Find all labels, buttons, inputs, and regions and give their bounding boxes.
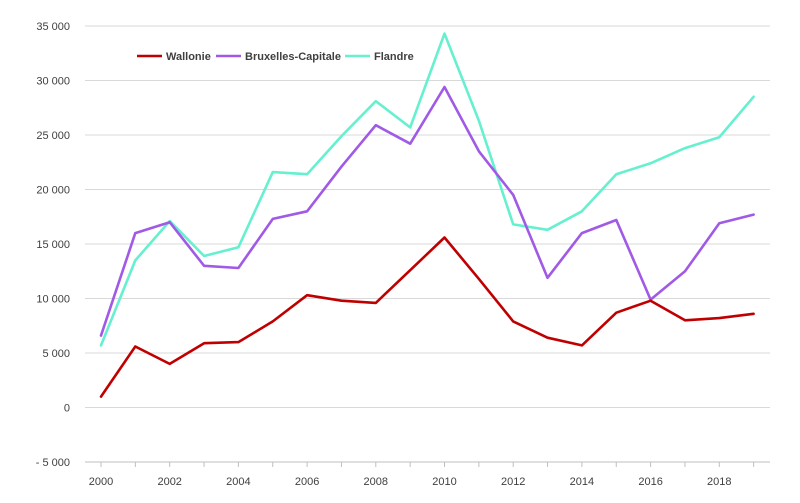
x-tick-label: 2010: [432, 476, 456, 488]
x-tick-label: 2012: [501, 476, 525, 488]
legend: Wallonie Bruxelles-Capitale Flandre: [137, 51, 414, 63]
gridlines: [85, 25, 770, 463]
x-tick-label: 2014: [570, 476, 594, 488]
y-tick-label: - 5 000: [36, 457, 70, 469]
legend-label: Wallonie: [166, 51, 211, 63]
y-tick-label: 35 000: [36, 21, 70, 33]
legend-label: Bruxelles-Capitale: [245, 51, 341, 63]
x-tick-label: 2016: [638, 476, 662, 488]
x-axis: 2000 2002 2004 2006 2008 2010 2012 2014 2016 2018: [85, 461, 770, 488]
series-lines: [99, 32, 755, 398]
y-tick-label: 10 000: [36, 294, 70, 306]
y-tick-label: 0: [64, 403, 70, 415]
legend-label: Flandre: [374, 51, 414, 63]
x-tick-label: 2008: [364, 476, 388, 488]
series-line-bruxelles-capitale: [99, 85, 755, 337]
x-tick-label: 2006: [295, 476, 319, 488]
x-tick-label: 2000: [89, 476, 113, 488]
y-tick-label: 20 000: [36, 185, 70, 197]
x-tick-label: 2018: [707, 476, 731, 488]
series-line-flandre: [99, 32, 755, 347]
x-tick-label: 2002: [157, 476, 181, 488]
y-tick-label: 15 000: [36, 239, 70, 251]
y-tick-label: 25 000: [36, 130, 70, 142]
y-axis-tick-labels: - 5 000 0 5 000 10 000 15 000 20 000 25 000 30 …: [36, 21, 70, 469]
series-line-wallonie: [99, 236, 755, 398]
y-tick-label: 30 000: [36, 76, 70, 88]
y-tick-label: 5 000: [42, 348, 70, 360]
x-tick-label: 2004: [226, 476, 250, 488]
